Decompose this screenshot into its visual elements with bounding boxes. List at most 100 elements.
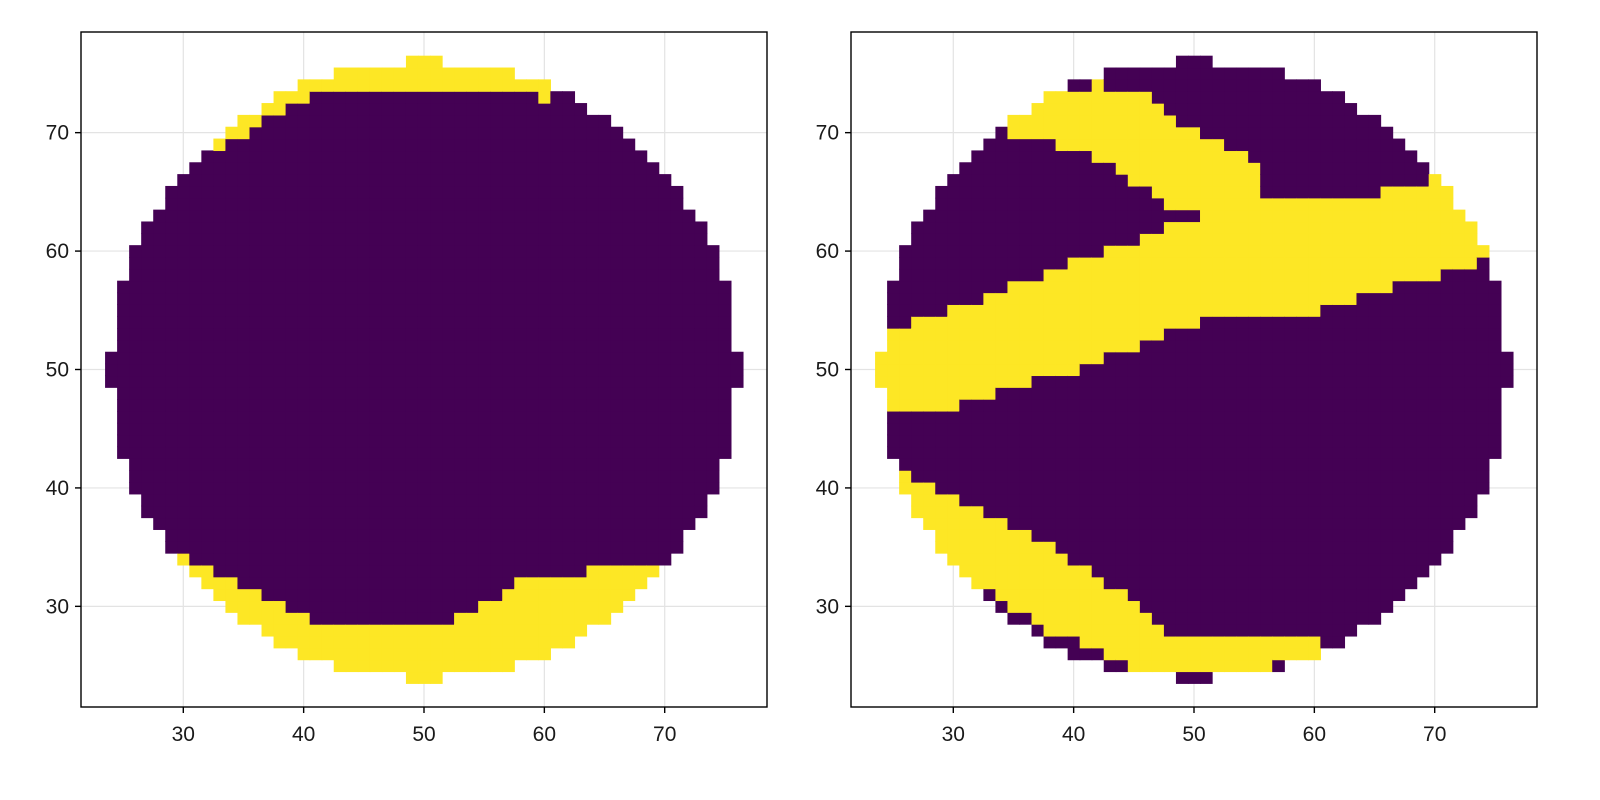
heatmap-cell — [935, 209, 948, 223]
heatmap-cell — [1272, 422, 1285, 436]
heatmap-cell — [153, 280, 166, 294]
heatmap-cell — [1260, 150, 1273, 163]
heatmap-cell — [646, 387, 660, 400]
heatmap-cell — [1091, 280, 1105, 294]
heatmap-cell — [1091, 387, 1105, 400]
heatmap-cell — [1091, 553, 1105, 566]
heatmap-cell — [1079, 245, 1093, 258]
heatmap-cell — [490, 470, 503, 483]
heatmap-cell — [153, 458, 166, 471]
heatmap-cell — [646, 434, 660, 448]
heatmap-cell — [574, 280, 588, 294]
x-tick-label: 40 — [1062, 723, 1085, 746]
heatmap-cell — [1187, 458, 1201, 471]
heatmap-cell — [1067, 505, 1081, 519]
heatmap-cell — [1320, 541, 1334, 554]
heatmap-cell — [1380, 458, 1394, 471]
heatmap-cell — [478, 268, 491, 282]
heatmap-cell — [466, 114, 479, 128]
heatmap-cell — [225, 517, 239, 530]
heatmap-cell — [405, 351, 419, 365]
heatmap-cell — [1127, 174, 1141, 187]
heatmap-cell — [153, 446, 166, 459]
heatmap-cell — [1416, 422, 1430, 436]
heatmap-cell — [1055, 363, 1069, 377]
heatmap-cell — [538, 209, 551, 223]
heatmap-cell — [189, 316, 202, 329]
heatmap-cell — [225, 493, 239, 507]
heatmap-cell — [550, 493, 564, 507]
heatmap-cell — [1031, 375, 1045, 388]
heatmap-cell — [430, 517, 443, 530]
heatmap-cell — [1187, 624, 1201, 637]
heatmap-cell — [1067, 600, 1081, 613]
heatmap-cell — [574, 233, 588, 246]
heatmap-cell — [1224, 209, 1237, 223]
heatmap-cell — [1007, 505, 1021, 519]
heatmap-cell — [117, 434, 130, 448]
heatmap-cell — [273, 103, 287, 116]
heatmap-cell — [1224, 470, 1237, 483]
heatmap-cell — [1416, 185, 1430, 199]
heatmap-cell — [261, 245, 275, 258]
heatmap-cell — [1308, 410, 1321, 424]
heatmap-cell — [430, 304, 443, 317]
heatmap-cell — [321, 197, 335, 211]
heatmap-cell — [971, 245, 984, 258]
heatmap-cell — [682, 363, 696, 377]
heatmap-cell — [417, 576, 431, 590]
heatmap-cell — [1320, 493, 1334, 507]
heatmap-cell — [995, 221, 1009, 234]
heatmap-cell — [1248, 257, 1261, 270]
heatmap-cell — [1236, 233, 1249, 246]
heatmap-cell — [1043, 174, 1057, 187]
heatmap-cell — [237, 482, 251, 495]
heatmap-cell — [1139, 529, 1153, 542]
heatmap-cell — [899, 245, 912, 258]
heatmap-cell — [562, 600, 576, 613]
heatmap-cell — [1139, 553, 1153, 566]
heatmap-cell — [502, 126, 515, 140]
heatmap-cell — [1368, 162, 1382, 175]
heatmap-cell — [1488, 387, 1502, 400]
heatmap-cell — [598, 482, 612, 495]
heatmap-cell — [670, 233, 684, 246]
heatmap-cell — [1236, 399, 1249, 412]
heatmap-cell — [959, 268, 972, 282]
heatmap-cell — [1115, 517, 1129, 530]
heatmap-cell — [1079, 470, 1093, 483]
heatmap-cell — [333, 553, 347, 566]
heatmap-cell — [1224, 174, 1237, 187]
heatmap-cell — [201, 257, 214, 270]
heatmap-cell — [1332, 600, 1346, 613]
heatmap-cell — [177, 292, 190, 305]
heatmap-cell — [1224, 103, 1237, 116]
heatmap-cell — [682, 316, 696, 329]
heatmap-cell — [514, 434, 527, 448]
heatmap-cell — [153, 245, 166, 258]
heatmap-cell — [1007, 150, 1021, 163]
heatmap-cell — [1103, 162, 1117, 175]
heatmap-cell — [417, 647, 431, 661]
heatmap-cell — [1091, 517, 1105, 530]
heatmap-cell — [213, 268, 227, 282]
heatmap-cell — [1452, 470, 1466, 483]
heatmap-cell — [1103, 470, 1117, 483]
heatmap-cell — [911, 387, 924, 400]
heatmap-cell — [923, 245, 936, 258]
heatmap-cell — [466, 257, 479, 270]
heatmap-cell — [297, 399, 311, 412]
heatmap-cell — [1103, 576, 1117, 590]
heatmap-cell — [381, 79, 395, 92]
heatmap-cell — [1440, 541, 1454, 554]
heatmap-cell — [1332, 576, 1346, 590]
heatmap-cell — [1139, 624, 1153, 637]
heatmap-cell — [550, 505, 564, 519]
heatmap-cell — [670, 399, 684, 412]
heatmap-cell — [1272, 328, 1285, 341]
heatmap-cell — [1500, 351, 1514, 365]
heatmap-cell — [995, 387, 1009, 400]
heatmap-cell — [285, 493, 299, 507]
heatmap-cell — [670, 541, 684, 554]
heatmap-cell — [153, 268, 166, 282]
